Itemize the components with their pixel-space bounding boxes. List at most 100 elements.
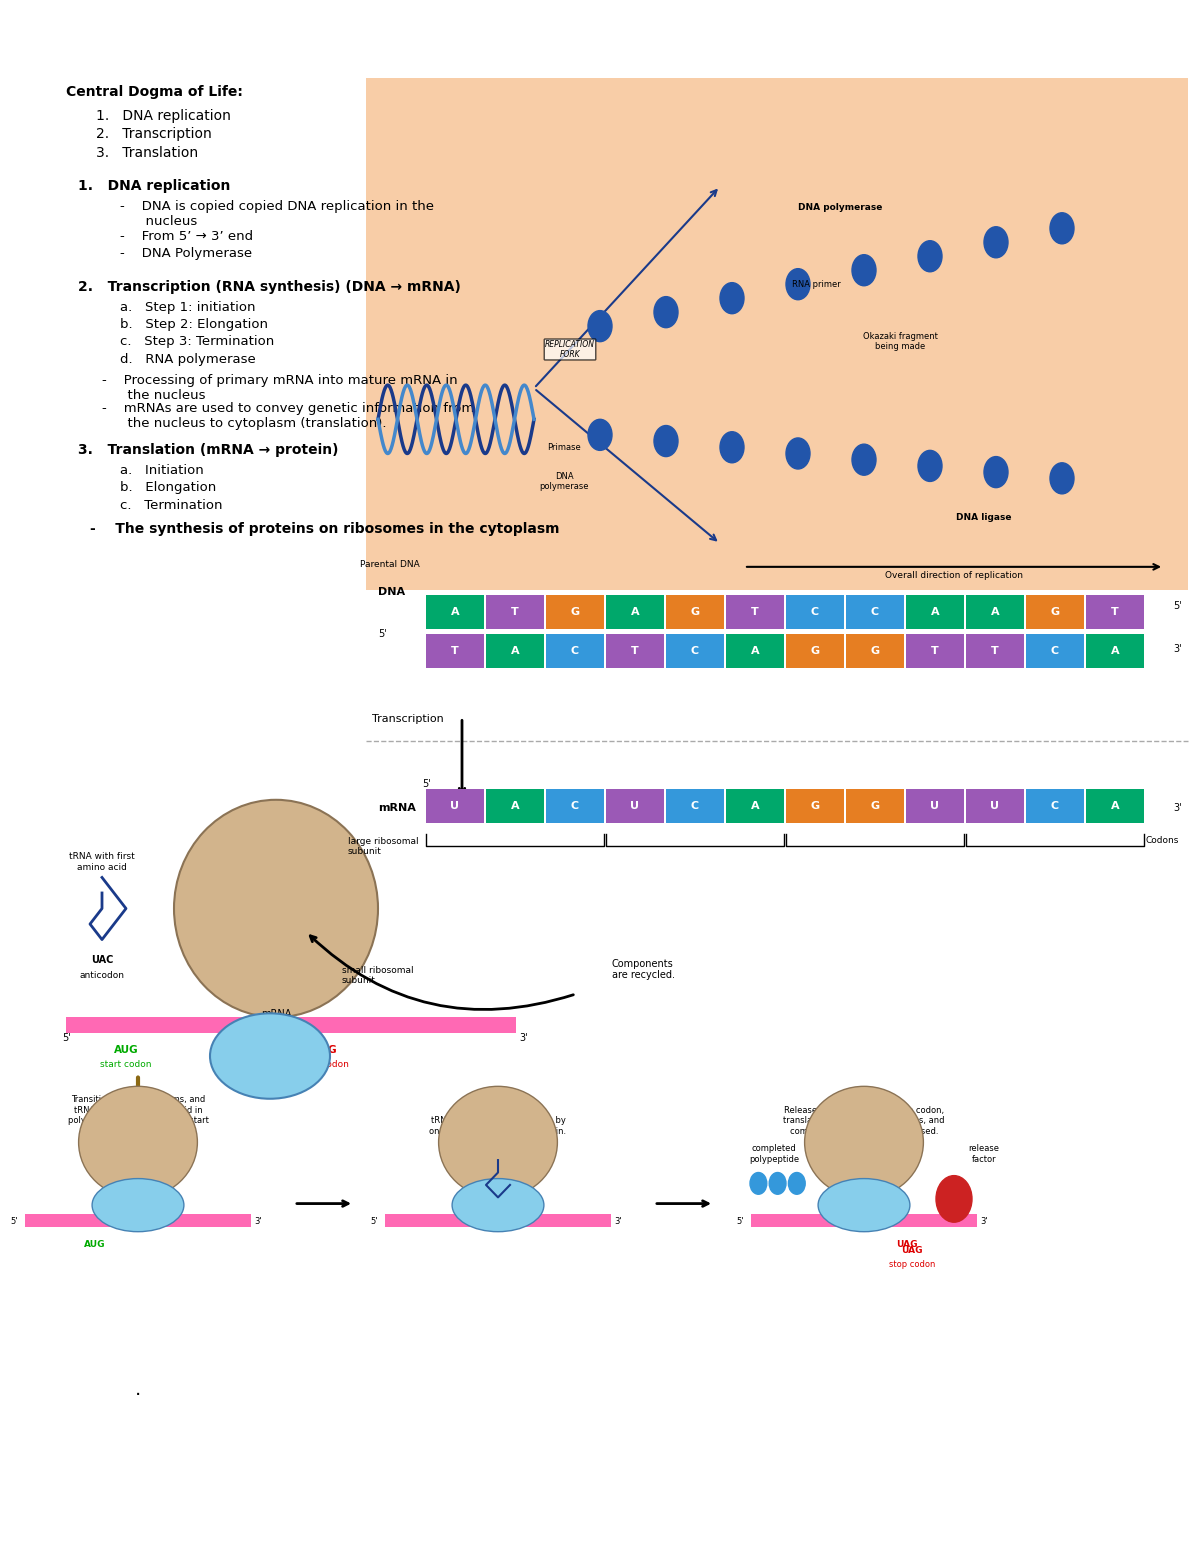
Text: C: C	[691, 801, 698, 811]
Bar	[846, 789, 904, 823]
Text: G: G	[1050, 607, 1060, 617]
Text: G: G	[690, 607, 700, 617]
Text: 3': 3'	[520, 1033, 528, 1042]
Bar	[846, 634, 904, 668]
Text: 5': 5'	[11, 1216, 18, 1225]
Circle shape	[852, 255, 876, 286]
Bar	[846, 595, 904, 629]
Circle shape	[750, 1173, 767, 1194]
Text: ·: ·	[134, 1385, 142, 1405]
Bar	[1086, 789, 1144, 823]
Text: mRNA: mRNA	[378, 803, 416, 812]
Text: A: A	[450, 607, 460, 617]
Text: DNA: DNA	[378, 587, 406, 596]
Text: DNA ligase: DNA ligase	[956, 512, 1012, 522]
Text: -    DNA Polymerase: - DNA Polymerase	[120, 247, 252, 259]
Text: U: U	[630, 801, 640, 811]
Text: Components
are recycled.: Components are recycled.	[612, 958, 674, 980]
Bar	[966, 634, 1024, 668]
Text: A: A	[510, 646, 520, 655]
Text: 3': 3'	[980, 1216, 989, 1225]
Text: 2.   Transcription (RNA synthesis) (DNA → mRNA): 2. Transcription (RNA synthesis) (DNA → …	[78, 280, 461, 294]
Text: stop codon: stop codon	[299, 1059, 349, 1068]
Text: -    DNA is copied copied DNA replication in the
      nucleus: - DNA is copied copied DNA replication i…	[120, 200, 434, 228]
Text: A: A	[750, 801, 760, 811]
Text: b.   Step 2: Elongation: b. Step 2: Elongation	[120, 318, 268, 331]
Bar	[906, 595, 964, 629]
Text: A: A	[750, 646, 760, 655]
Circle shape	[654, 426, 678, 457]
Text: Codons: Codons	[1146, 836, 1180, 845]
Circle shape	[852, 444, 876, 475]
Text: U: U	[930, 801, 940, 811]
Text: REPLICATION
FORK: REPLICATION FORK	[545, 340, 595, 359]
Bar	[426, 595, 484, 629]
Text: 3': 3'	[254, 1216, 263, 1225]
Text: Release factor recognizes stop codon,
translational complex dissociates, and
com: Release factor recognizes stop codon, tr…	[784, 1106, 944, 1135]
Text: start codon: start codon	[101, 1059, 151, 1068]
Text: C: C	[1051, 646, 1058, 655]
Bar	[726, 595, 784, 629]
Ellipse shape	[79, 1087, 197, 1199]
Bar	[1026, 634, 1084, 668]
Text: a.   Step 1: initiation: a. Step 1: initiation	[120, 301, 256, 314]
Text: 5': 5'	[422, 780, 431, 789]
Text: C: C	[571, 646, 578, 655]
Circle shape	[918, 241, 942, 272]
Text: C: C	[1051, 801, 1058, 811]
Text: -    mRNAs are used to convey genetic information from
      the nucleus to cyto: - mRNAs are used to convey genetic infor…	[102, 402, 474, 430]
Text: G: G	[870, 646, 880, 655]
Text: 5': 5'	[737, 1216, 744, 1225]
Text: anticodon: anticodon	[79, 971, 125, 980]
Text: -    Processing of primary mRNA into mature mRNA in
      the nucleus: - Processing of primary mRNA into mature…	[102, 374, 457, 402]
Text: Transitional complex forms, and
tRNA brings first amino acid in
polypeptide chai: Transitional complex forms, and tRNA bri…	[67, 1095, 209, 1135]
Circle shape	[720, 283, 744, 314]
Text: UAC: UAC	[91, 955, 113, 964]
Text: AUG: AUG	[84, 1239, 106, 1249]
Text: C: C	[691, 646, 698, 655]
Text: 3.   Translation: 3. Translation	[96, 146, 198, 160]
Text: Central Dogma of Life:: Central Dogma of Life:	[66, 85, 242, 99]
Text: c.   Termination: c. Termination	[120, 499, 222, 511]
Bar	[666, 634, 724, 668]
Text: A: A	[990, 607, 1000, 617]
Circle shape	[788, 1173, 805, 1194]
Ellipse shape	[818, 1179, 910, 1232]
Bar	[786, 789, 844, 823]
Bar	[966, 789, 1024, 823]
Text: T: T	[511, 607, 518, 617]
Bar	[666, 789, 724, 823]
Text: 5': 5'	[371, 1216, 378, 1225]
Text: UAG: UAG	[312, 1045, 336, 1054]
Text: A: A	[1110, 801, 1120, 811]
Text: RNA primer: RNA primer	[792, 280, 840, 289]
Circle shape	[984, 227, 1008, 258]
Text: U: U	[990, 801, 1000, 811]
Bar	[1086, 595, 1144, 629]
Text: tRNA with first
amino acid: tRNA with first amino acid	[70, 853, 134, 871]
Bar	[666, 595, 724, 629]
Text: G: G	[570, 607, 580, 617]
Text: b.   Elongation: b. Elongation	[120, 481, 216, 494]
Circle shape	[1050, 463, 1074, 494]
Text: A: A	[930, 607, 940, 617]
Text: 1.   DNA replication: 1. DNA replication	[96, 109, 230, 123]
Text: T: T	[751, 607, 758, 617]
Text: G: G	[810, 646, 820, 655]
Circle shape	[984, 457, 1008, 488]
Text: Transcription: Transcription	[372, 714, 444, 724]
Bar	[426, 634, 484, 668]
Bar	[606, 789, 664, 823]
Bar	[66, 1017, 516, 1033]
Circle shape	[769, 1173, 786, 1194]
Ellipse shape	[174, 800, 378, 1017]
Text: ELONGATION: ELONGATION	[462, 1110, 534, 1120]
Text: -    From 5’ → 3’ end: - From 5’ → 3’ end	[120, 230, 253, 242]
Bar	[426, 789, 484, 823]
Bar	[786, 634, 844, 668]
Text: completed
polypeptide: completed polypeptide	[749, 1145, 799, 1163]
Text: T: T	[991, 646, 998, 655]
Bar	[906, 634, 964, 668]
Text: large ribosomal
subunit: large ribosomal subunit	[348, 837, 419, 856]
Bar	[906, 789, 964, 823]
